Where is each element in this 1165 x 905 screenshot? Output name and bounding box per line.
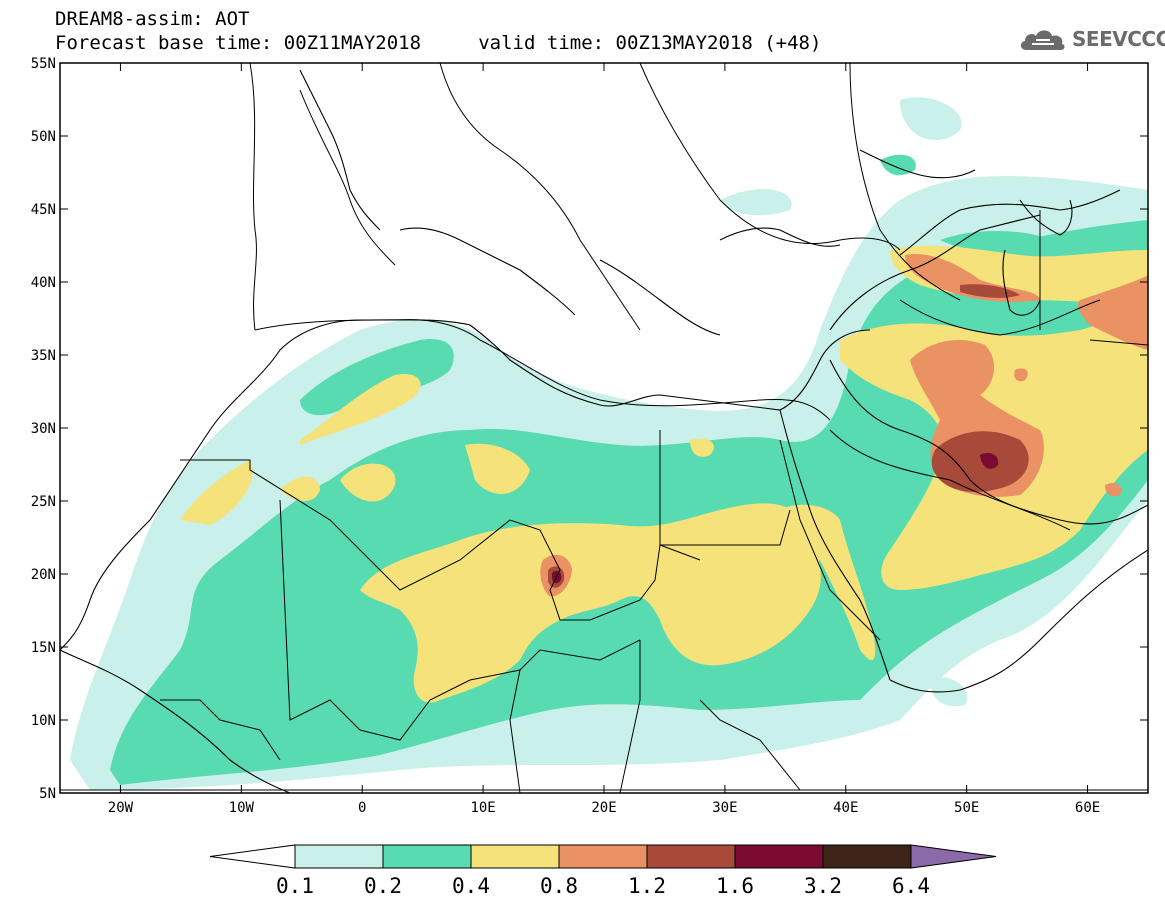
colorbar-swatch bbox=[646, 844, 736, 869]
aot-field bbox=[70, 97, 1148, 791]
colorbar-label: 0.8 bbox=[540, 874, 578, 898]
lon-tick-label: 20E bbox=[591, 800, 616, 816]
colorbar-label: 1.2 bbox=[628, 874, 666, 898]
lon-tick-label: 20W bbox=[108, 800, 134, 816]
lat-tick-label: 10N bbox=[31, 713, 56, 729]
longitude-axis: 20W 10W 0 10E 20E 30E 40E 50E 60E bbox=[108, 63, 1100, 816]
lat-tick-label: 45N bbox=[31, 202, 56, 218]
colorbar-label: 1.6 bbox=[716, 874, 754, 898]
lon-tick-label: 30E bbox=[712, 800, 737, 816]
colorbar-high-arrow bbox=[910, 844, 997, 869]
colorbar-label: 0.2 bbox=[364, 874, 402, 898]
cloud-icon bbox=[1020, 30, 1065, 50]
colorbar-swatch bbox=[822, 844, 912, 869]
country-borders bbox=[160, 63, 1148, 793]
lat-tick-label: 20N bbox=[31, 567, 56, 583]
colorbar-label: 3.2 bbox=[804, 874, 842, 898]
lon-tick-label: 60E bbox=[1075, 800, 1100, 816]
lat-tick-label: 35N bbox=[31, 348, 56, 364]
chart-title-model: DREAM8-assim: AOT bbox=[55, 8, 250, 30]
colorbar-label: 6.4 bbox=[892, 874, 930, 898]
colorbar-swatch bbox=[470, 844, 560, 869]
seevccc-logo: SEEVCCC bbox=[1018, 22, 1165, 56]
latitude-axis: 5N 10N 15N 20N 25N 30N 35N 40N 45N 50N 55N bbox=[31, 56, 1148, 802]
logo-text: SEEVCCC bbox=[1072, 27, 1165, 51]
lat-tick-label: 40N bbox=[31, 275, 56, 291]
lat-tick-label: 30N bbox=[31, 421, 56, 437]
colorbar-swatch bbox=[558, 844, 648, 869]
lat-tick-label: 50N bbox=[31, 129, 56, 145]
colorbar-label: 0.1 bbox=[276, 874, 314, 898]
lon-tick-label: 40E bbox=[833, 800, 858, 816]
lon-tick-label: 10W bbox=[229, 800, 255, 816]
chart-title-times: Forecast base time: 00Z11MAY2018 valid t… bbox=[55, 32, 822, 54]
colorbar-swatch bbox=[382, 844, 472, 869]
lat-tick-label: 5N bbox=[39, 786, 56, 802]
colorbar: 0.1 0.2 0.4 0.8 1.2 1.6 3.2 6.4 bbox=[209, 844, 997, 898]
lon-tick-label: 10E bbox=[470, 800, 495, 816]
colorbar-low-arrow bbox=[209, 844, 296, 869]
lon-tick-label: 50E bbox=[954, 800, 979, 816]
colorbar-swatch bbox=[734, 844, 824, 869]
lon-tick-label: 0 bbox=[358, 800, 366, 816]
colorbar-label: 0.4 bbox=[452, 874, 490, 898]
lat-tick-label: 55N bbox=[31, 56, 56, 72]
lat-tick-label: 15N bbox=[31, 640, 56, 656]
colorbar-swatch bbox=[294, 844, 384, 869]
lat-tick-label: 25N bbox=[31, 494, 56, 510]
